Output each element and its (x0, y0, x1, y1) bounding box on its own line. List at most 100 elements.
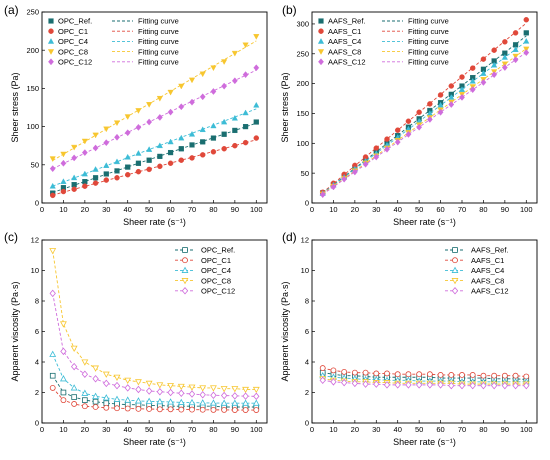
data-point (167, 89, 174, 96)
legend-fit-label: Fitting curve (138, 27, 179, 36)
data-point (82, 397, 88, 403)
data-point (469, 77, 476, 84)
data-point (71, 144, 78, 151)
legend-fit-label: Fitting curve (138, 37, 179, 46)
legend-marker (318, 28, 324, 34)
legend-label: OPC_C1 (201, 256, 231, 265)
data-point (220, 386, 228, 393)
data-point (145, 387, 153, 395)
data-point (146, 157, 152, 163)
data-point (156, 382, 164, 389)
data-point (469, 372, 476, 378)
x-tick-label: 60 (166, 205, 174, 214)
data-point (60, 159, 67, 167)
data-point (156, 114, 163, 121)
legend-label: OPC_C1 (58, 27, 88, 36)
data-point (49, 372, 56, 379)
data-point (135, 168, 142, 175)
y-tick-label: 50 (31, 160, 39, 169)
data-point (81, 170, 88, 177)
data-point (188, 384, 196, 391)
data-point (469, 86, 476, 94)
data-point (221, 406, 228, 413)
data-point (178, 146, 184, 152)
x-axis-title: Sheer rate (s⁻¹) (393, 217, 456, 227)
data-point (232, 127, 238, 134)
data-point (416, 123, 423, 131)
data-point (242, 392, 249, 400)
y-tick-label: 6 (305, 327, 309, 336)
legend-marker (317, 38, 325, 44)
data-point (188, 398, 196, 406)
legend-marker (48, 58, 54, 66)
x-tick-label: 60 (436, 205, 444, 214)
data-point (231, 392, 239, 400)
data-point (512, 56, 519, 64)
data-point (231, 114, 238, 121)
data-point (199, 391, 206, 399)
y-tick-label: 12 (301, 236, 309, 245)
data-point (351, 379, 359, 388)
legend-marker (181, 278, 189, 285)
y-tick-label: 200 (296, 79, 309, 88)
data-point (124, 384, 131, 392)
legend-fit-label: Fitting curve (408, 27, 449, 36)
x-tick-label: 70 (188, 205, 196, 214)
data-point (426, 116, 433, 123)
legend-label: OPC_Ref. (201, 246, 235, 255)
data-point (135, 150, 142, 156)
data-point (319, 376, 326, 385)
data-point (82, 183, 88, 189)
data-point (426, 381, 434, 389)
data-point (124, 153, 131, 160)
data-point (341, 368, 348, 375)
data-point (458, 86, 466, 92)
data-point (242, 407, 249, 413)
data-point (145, 397, 153, 404)
data-point (448, 83, 455, 89)
data-point (231, 50, 238, 57)
data-point (220, 399, 228, 406)
data-point (523, 37, 530, 44)
data-point (134, 397, 142, 404)
legend-label: OPC_Ref. (58, 17, 92, 26)
data-point (405, 371, 412, 378)
data-point (178, 406, 185, 413)
series-AAFS_C8 (319, 46, 530, 198)
x-tick-label: 40 (394, 205, 402, 214)
data-point (210, 391, 217, 399)
legend-label: OPC_C8 (58, 47, 88, 56)
x-tick-label: 40 (394, 425, 402, 434)
data-point (124, 129, 131, 137)
data-point (124, 172, 131, 178)
data-point (501, 372, 508, 379)
series-OPC_C4 (49, 101, 260, 189)
data-point (210, 406, 217, 413)
legend-marker (47, 38, 55, 44)
data-point (146, 146, 153, 152)
data-point (523, 381, 530, 390)
data-point (253, 64, 260, 72)
data-point (199, 406, 206, 413)
y-tick-label: 150 (296, 109, 309, 118)
data-point (253, 135, 260, 141)
x-tick-label: 0 (310, 425, 314, 434)
legend-fit-label: Fitting curve (138, 47, 179, 56)
data-point (405, 118, 412, 124)
x-tick-label: 20 (81, 205, 89, 214)
data-point (103, 139, 110, 147)
chart-panel-1: (a) 0 10 20 30 40 50 60 70 80 90 100 0 50 100 150 200 250… (4, 3, 268, 227)
data-point (351, 168, 358, 176)
data-point (178, 389, 185, 398)
data-point (81, 403, 88, 410)
data-point (415, 381, 423, 389)
data-point (384, 370, 390, 377)
y-axis-title: Apparent viscosity (Pa·s) (280, 281, 290, 381)
data-point (394, 127, 401, 133)
data-point (59, 321, 67, 328)
series-OPC_C1 (49, 135, 260, 199)
data-point (491, 71, 498, 79)
x-tick-label: 20 (351, 425, 359, 434)
data-point (92, 365, 100, 372)
data-point (362, 380, 369, 388)
